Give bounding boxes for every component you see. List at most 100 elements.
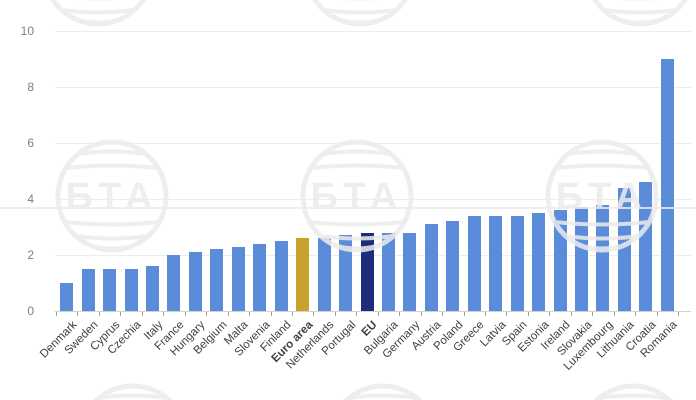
bar-austria[interactable]: [424, 224, 438, 311]
x-tick-label: Slovakia: [554, 319, 595, 359]
y-tick-label: 8: [27, 80, 34, 94]
bar-sweden[interactable]: [81, 269, 95, 311]
bar-belgium[interactable]: [210, 249, 224, 311]
x-tick-label: Cyprus: [87, 319, 123, 354]
x-tick-label: Lithuania: [595, 319, 637, 361]
axis-tick: [592, 312, 594, 316]
bar-bulgaria[interactable]: [381, 232, 395, 311]
x-tick-label: Czechia: [105, 319, 144, 357]
x-tick-label: Romania: [638, 319, 680, 361]
x-tick-label: Ireland: [539, 319, 573, 353]
bar-romania[interactable]: [660, 59, 674, 311]
bta-globe-watermark: БТА: [93, 383, 173, 400]
y-tick-label: 6: [27, 136, 34, 150]
bar-luxembourg[interactable]: [596, 204, 610, 311]
bar-spain[interactable]: [510, 215, 524, 311]
bar-ireland[interactable]: [553, 210, 567, 311]
axis-tick: [678, 312, 680, 316]
bar-cyprus[interactable]: [103, 269, 117, 311]
axis-tick: [77, 312, 79, 316]
axis-tick: [249, 312, 251, 316]
x-tick-label: Latvia: [478, 319, 509, 350]
bar-netherlands[interactable]: [317, 238, 331, 311]
axis-tick: [206, 312, 208, 316]
bta-watermark-text: БТА: [311, 176, 404, 218]
bta-watermark-text: БТА: [66, 176, 159, 218]
bar-slovenia[interactable]: [253, 243, 267, 311]
axis-tick: [356, 312, 358, 316]
x-tick-label: Luxembourg: [561, 319, 616, 373]
bar-czechia[interactable]: [124, 269, 138, 311]
x-tick-label: Malta: [222, 319, 251, 348]
bar-estonia[interactable]: [532, 213, 546, 311]
bar-lithuania[interactable]: [617, 187, 631, 311]
axis-tick: [334, 312, 336, 316]
axis-tick: [635, 312, 637, 316]
axis-tick: [184, 312, 186, 316]
bta-globe-watermark: БТА: [592, 0, 688, 27]
x-tick-label: Sweden: [62, 319, 101, 357]
bar-denmark[interactable]: [60, 283, 74, 311]
x-tick-label: Hungary: [168, 319, 208, 359]
axis-tick: [463, 312, 465, 316]
x-tick-label: France: [152, 319, 187, 353]
y-tick-label: 2: [27, 248, 34, 262]
axis-tick: [420, 312, 422, 316]
x-axis-line: [55, 311, 691, 312]
bar-slovakia[interactable]: [575, 207, 589, 311]
axis-tick: [163, 312, 165, 316]
bta-globe-watermark: БТА: [593, 383, 673, 400]
x-tick-label: Bulgaria: [362, 319, 401, 358]
gridline: [55, 143, 691, 144]
x-tick-label: Slovenia: [232, 319, 273, 359]
bta-globe-watermark: БТА: [343, 383, 423, 400]
bar-finland[interactable]: [274, 241, 288, 311]
x-tick-label: Spain: [500, 319, 530, 349]
axis-tick: [141, 312, 143, 316]
x-tick-label: Germany: [380, 319, 423, 361]
bar-italy[interactable]: [146, 266, 160, 311]
x-tick-label: Finland: [258, 319, 294, 355]
axis-tick: [570, 312, 572, 316]
axis-tick: [506, 312, 508, 316]
bta-globe-watermark: БТА: [0, 139, 252, 253]
axis-tick: [120, 312, 122, 316]
gridline: [55, 31, 691, 32]
bar-latvia[interactable]: [489, 215, 503, 311]
axis-tick: [98, 312, 100, 316]
y-tick-label: 10: [20, 24, 34, 38]
bar-eu[interactable]: [360, 232, 374, 311]
y-tick-label: 4: [27, 192, 34, 206]
x-tick-label: Portugal: [319, 319, 359, 358]
axis-tick: [549, 312, 551, 316]
y-tick-label: 0: [27, 304, 34, 318]
axis-tick: [656, 312, 658, 316]
x-tick-label: Belgium: [191, 319, 230, 357]
x-tick-label: Estonia: [515, 319, 552, 355]
axis-tick: [270, 312, 272, 316]
bar-malta[interactable]: [231, 246, 245, 311]
x-tick-label: Denmark: [37, 319, 80, 361]
bar-croatia[interactable]: [639, 182, 653, 311]
x-tick-label: Greece: [451, 319, 487, 355]
axis-tick: [485, 312, 486, 316]
bar-germany[interactable]: [403, 232, 417, 311]
bar-portugal[interactable]: [339, 235, 353, 311]
bar-euro-area[interactable]: [296, 238, 310, 311]
bar-france[interactable]: [167, 255, 181, 311]
x-tick-label: Netherlands: [284, 319, 337, 372]
x-tick-label: Italy: [141, 319, 166, 343]
axis-tick: [527, 312, 529, 316]
bta-globe-watermark: БТА: [50, 0, 146, 27]
axis-tick: [377, 312, 379, 316]
bta-globe-watermark: БТА: [312, 0, 408, 27]
axis-tick: [227, 312, 229, 316]
bar-hungary[interactable]: [188, 252, 202, 311]
bar-greece[interactable]: [467, 215, 481, 311]
axis-tick: [613, 312, 615, 316]
axis-tick: [313, 312, 315, 316]
x-tick-label: Croatia: [623, 319, 659, 354]
x-tick-label: Austria: [410, 319, 444, 353]
bar-poland[interactable]: [446, 221, 460, 311]
